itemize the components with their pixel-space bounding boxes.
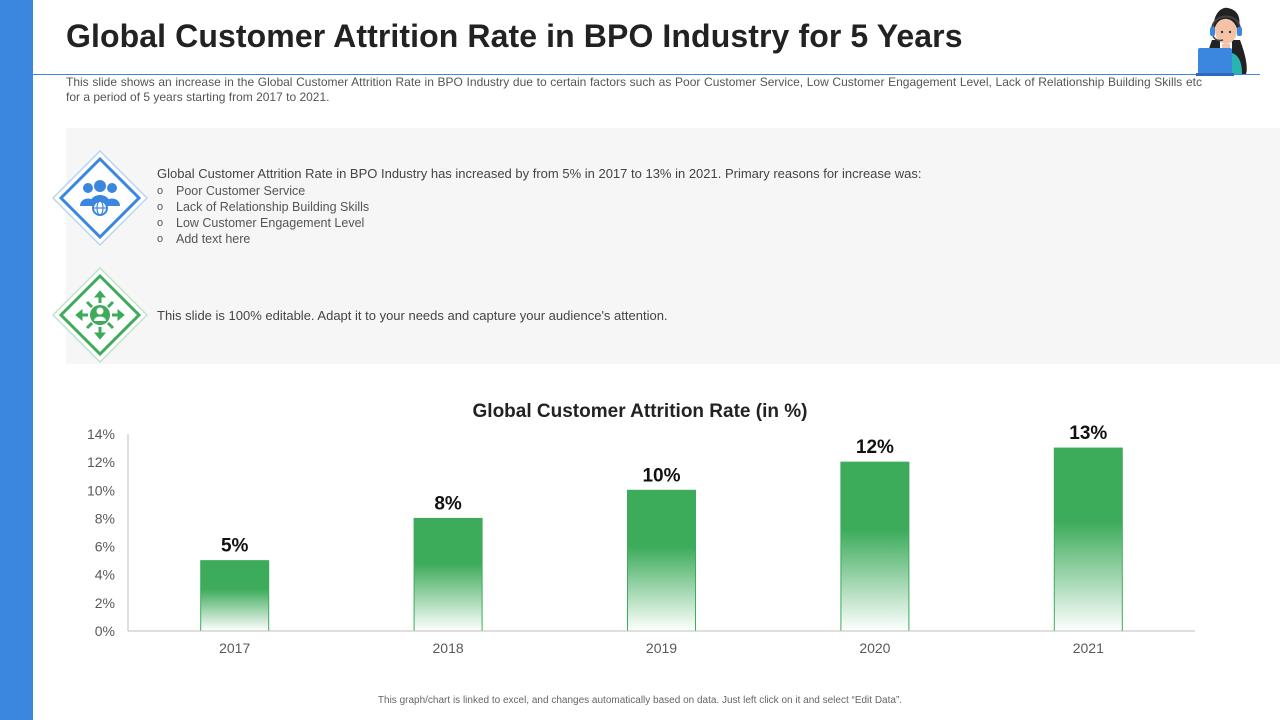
support-agent-icon bbox=[1196, 7, 1247, 76]
y-tick-label: 0% bbox=[95, 623, 115, 639]
slide-title: Global Customer Attrition Rate in BPO In… bbox=[66, 18, 963, 54]
bullet-circle-icon: o bbox=[157, 233, 164, 245]
x-tick-label: 2017 bbox=[219, 640, 250, 656]
x-tick-label: 2021 bbox=[1073, 640, 1104, 656]
data-label: 5% bbox=[221, 536, 249, 557]
list-item: o Low Customer Engagement Level bbox=[157, 216, 365, 230]
y-tick-label: 8% bbox=[95, 510, 115, 526]
data-label: 10% bbox=[642, 465, 680, 486]
bar-2018 bbox=[413, 517, 483, 632]
x-tick-label: 2019 bbox=[646, 640, 677, 656]
chart-title: Global Customer Attrition Rate (in %) bbox=[473, 401, 808, 422]
y-tick-label: 6% bbox=[95, 539, 115, 555]
key-points-panel bbox=[66, 128, 1280, 364]
key-point-2-text: This slide is 100% editable. Adapt it to… bbox=[157, 308, 668, 323]
key-point-1: Global Customer Attrition Rate in BPO In… bbox=[157, 166, 1157, 247]
y-tick-label: 10% bbox=[87, 482, 115, 498]
slide-description: This slide shows an increase in the Glob… bbox=[66, 75, 1202, 104]
bullet-circle-icon: o bbox=[157, 185, 164, 197]
data-label: 13% bbox=[1069, 423, 1107, 444]
accent-sidebar bbox=[0, 0, 33, 720]
reasons-list: o Poor Customer Service o Lack of Relation… bbox=[157, 183, 1157, 247]
list-item: o Poor Customer Service bbox=[157, 184, 306, 198]
y-tick-label: 2% bbox=[95, 595, 115, 611]
y-tick-label: 14% bbox=[87, 426, 115, 442]
bullet-circle-icon: o bbox=[157, 217, 164, 229]
key-point-1-text: Global Customer Attrition Rate in BPO In… bbox=[157, 166, 922, 181]
x-tick-label: 2020 bbox=[859, 640, 890, 656]
y-tick-label: 4% bbox=[95, 567, 115, 583]
person-arrows-icon bbox=[52, 267, 148, 363]
title-divider bbox=[33, 74, 1260, 75]
bar-2020 bbox=[840, 461, 910, 632]
attrition-bar-chart: Global Customer Attrition Rate (in %) 0%… bbox=[87, 401, 1195, 656]
bar-2019 bbox=[627, 489, 696, 632]
users-globe-icon bbox=[52, 150, 148, 246]
bar-2021 bbox=[1053, 447, 1123, 632]
y-tick-label: 12% bbox=[87, 454, 115, 470]
x-tick-label: 2018 bbox=[433, 640, 464, 656]
bar-2017 bbox=[200, 560, 270, 632]
bullet-circle-icon: o bbox=[157, 201, 164, 213]
data-label: 8% bbox=[434, 493, 462, 514]
list-item: o Add text here bbox=[157, 232, 251, 246]
data-label: 12% bbox=[856, 437, 894, 458]
list-item: o Lack of Relationship Building Skills bbox=[157, 200, 370, 214]
edit-data-note: This graph/chart is linked to excel, and… bbox=[377, 695, 903, 706]
